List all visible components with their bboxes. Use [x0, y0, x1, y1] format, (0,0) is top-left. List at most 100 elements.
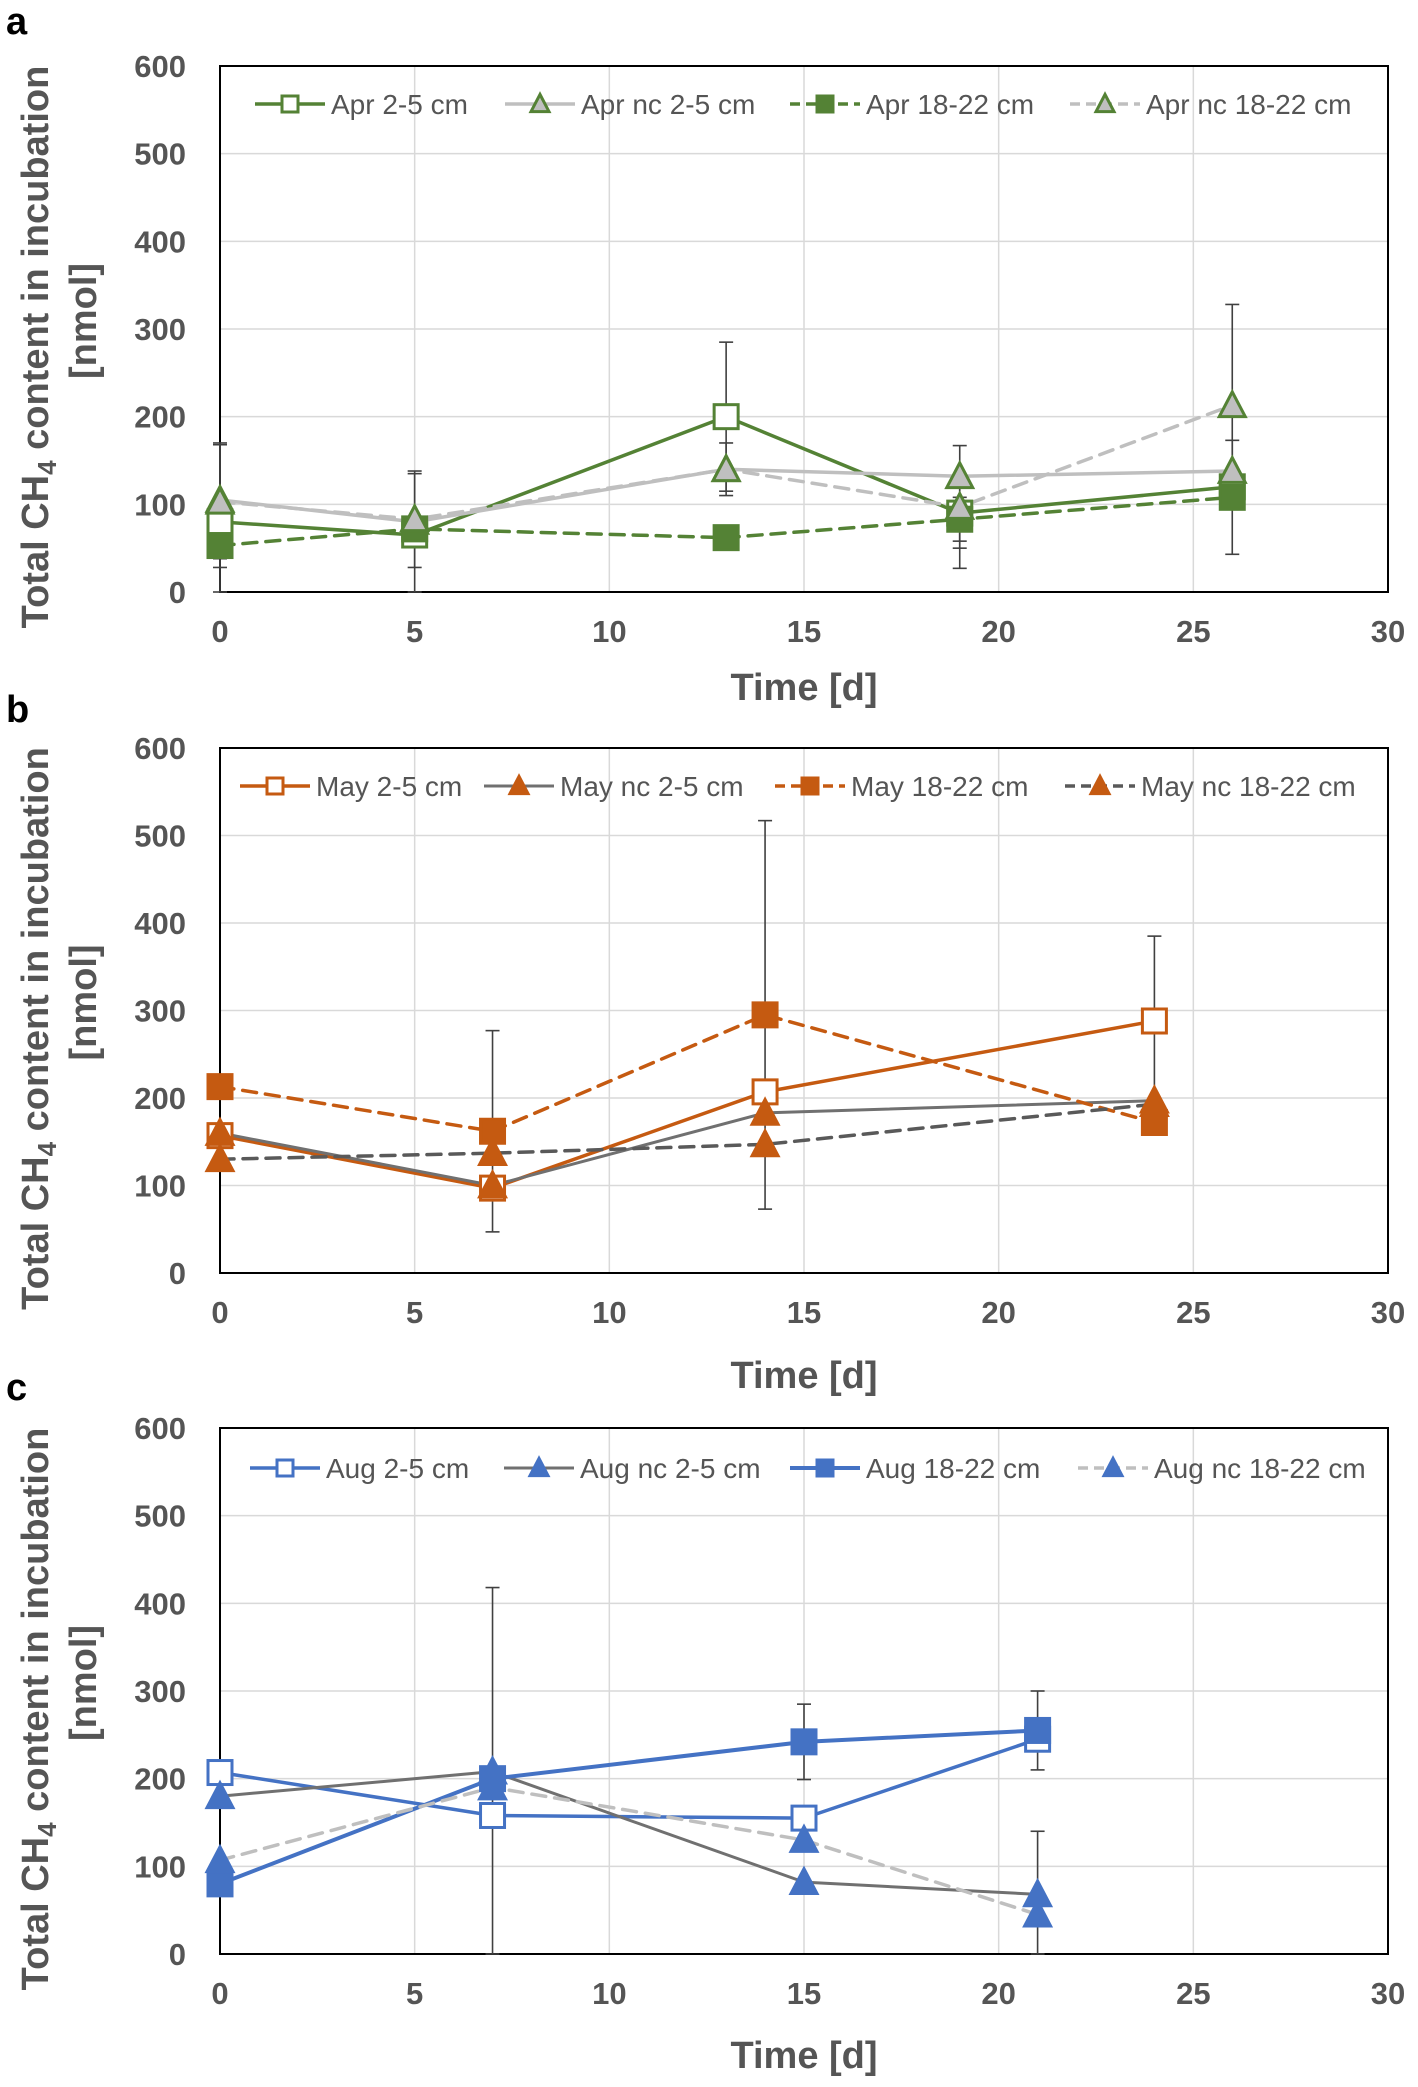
x-tick-label: 5: [406, 1976, 423, 2011]
y-tick-label: 500: [134, 137, 186, 172]
y-axis-title-unit: [nmol]: [63, 1625, 105, 1741]
data-point: [1218, 483, 1246, 511]
data-point: [1140, 1007, 1168, 1035]
y-tick-label: 300: [134, 1674, 186, 1709]
data-point: [479, 1801, 507, 1829]
panel-letter: a: [6, 1, 28, 43]
legend-marker: [1093, 91, 1117, 114]
x-axis-title: Time [d]: [730, 1355, 877, 1397]
chart-panel-b: b 0 100 200 300 400 500 600 0 5 10 15 20 25 30 Time [d]…: [6, 689, 1405, 1397]
y-axis-title-rest: content in incubation: [15, 1428, 57, 1823]
data-point: [944, 459, 976, 490]
y-tick-label: 200: [134, 1081, 186, 1116]
y-tick-label: 100: [134, 487, 186, 522]
data-point: [712, 524, 740, 552]
y-axis-title-main: Total CH: [15, 475, 57, 628]
x-tick-label: 5: [406, 1295, 423, 1330]
series-line: [218, 1019, 1157, 1190]
legend-label: Aug nc 18-22 cm: [1154, 1453, 1366, 1484]
series-line: [218, 1728, 1040, 1886]
data-point: [751, 1078, 779, 1106]
y-axis-title-unit: [nmol]: [63, 944, 105, 1060]
x-tick-label: 10: [592, 1976, 626, 2011]
y-tick-label: 100: [134, 1169, 186, 1204]
plot-area: [219, 747, 1389, 1274]
legend-label: May 2-5 cm: [316, 771, 462, 802]
data-point: [477, 1168, 509, 1199]
y-axis-title-rest: content in incubation: [15, 747, 57, 1142]
x-tick-label: 0: [211, 1976, 228, 2011]
y-tick-label: 500: [134, 1499, 186, 1534]
series-line: [218, 1737, 1040, 1820]
legend-label: Aug 2-5 cm: [326, 1453, 469, 1484]
x-tick-label: 5: [406, 614, 423, 649]
x-tick-label: 20: [981, 1976, 1015, 2011]
chart-panel-c: c 0 100 200 300 400 500 600 0 5 10 15 20 25 30 Time [d]…: [6, 1367, 1405, 2077]
legend-label: Aug nc 2-5 cm: [580, 1453, 761, 1484]
legend-marker: [800, 776, 820, 796]
legend-marker: [1088, 773, 1112, 796]
x-tick-label: 0: [211, 614, 228, 649]
legend-marker: [528, 91, 552, 114]
legend-label: Apr 18-22 cm: [866, 89, 1034, 120]
x-tick-label: 30: [1371, 1295, 1405, 1330]
y-tick-label: 200: [134, 400, 186, 435]
y-axis-title-rest: content in incubation: [15, 66, 57, 461]
legend-label: May 18-22 cm: [851, 771, 1028, 802]
x-tick-label: 10: [592, 614, 626, 649]
data-point: [944, 490, 976, 520]
legend-marker: [507, 773, 531, 796]
legend-label: May nc 2-5 cm: [560, 771, 744, 802]
x-tick-label: 20: [981, 1295, 1015, 1330]
y-tick-label: 600: [134, 49, 186, 84]
x-tick-label: 25: [1176, 1976, 1210, 2011]
legend-label: Apr nc 18-22 cm: [1146, 89, 1351, 120]
x-tick-label: 15: [787, 1976, 821, 2011]
legend-marker: [275, 1458, 295, 1478]
x-tick-label: 10: [592, 1295, 626, 1330]
plot-area: [219, 1427, 1389, 1955]
y-axis-title: Total CH4 content in incubation: [15, 66, 62, 629]
plot-area: [219, 65, 1389, 593]
x-tick-label: 15: [787, 614, 821, 649]
y-axis-title: Total CH4 content in incubation: [15, 1428, 62, 1991]
x-axis-title: Time [d]: [730, 2035, 877, 2077]
data-point: [206, 532, 234, 560]
data-point: [790, 1728, 818, 1756]
data-point: [1022, 1897, 1054, 1928]
data-point: [710, 452, 742, 483]
data-point: [204, 1779, 236, 1810]
data-point: [204, 1843, 236, 1874]
data-point: [477, 1136, 509, 1167]
x-axis-title: Time [d]: [730, 667, 877, 709]
y-tick-label: 600: [134, 1411, 186, 1446]
series-line: [218, 1785, 1040, 1917]
legend-marker: [815, 94, 835, 114]
y-axis-title-main: Total CH: [15, 1156, 57, 1309]
series-line: [218, 1770, 1040, 1896]
y-tick-label: 400: [134, 1586, 186, 1621]
data-point: [204, 1142, 236, 1173]
series-line: [218, 1102, 1157, 1161]
legend-label: Apr 2-5 cm: [331, 89, 468, 120]
y-tick-label: 400: [134, 224, 186, 259]
data-point: [788, 1865, 820, 1896]
legend-marker: [280, 94, 300, 114]
legend-label: Apr nc 2-5 cm: [581, 89, 755, 120]
y-tick-label: 0: [169, 1937, 186, 1972]
data-point: [788, 1823, 820, 1853]
data-point: [1216, 454, 1248, 484]
y-axis-title: Total CH4 content in incubation: [15, 747, 62, 1310]
y-axis-title-subscript: 4: [32, 1822, 62, 1837]
data-point: [749, 1127, 781, 1158]
series-line: [218, 1013, 1157, 1133]
y-tick-label: 200: [134, 1762, 186, 1797]
series-line: [218, 1099, 1156, 1187]
legend-label: May nc 18-22 cm: [1141, 771, 1356, 802]
x-tick-label: 30: [1371, 1976, 1405, 2011]
data-point: [477, 1770, 509, 1801]
legend-marker: [815, 1458, 835, 1478]
data-point: [206, 1870, 234, 1898]
y-tick-label: 300: [134, 312, 186, 347]
y-tick-label: 300: [134, 994, 186, 1029]
